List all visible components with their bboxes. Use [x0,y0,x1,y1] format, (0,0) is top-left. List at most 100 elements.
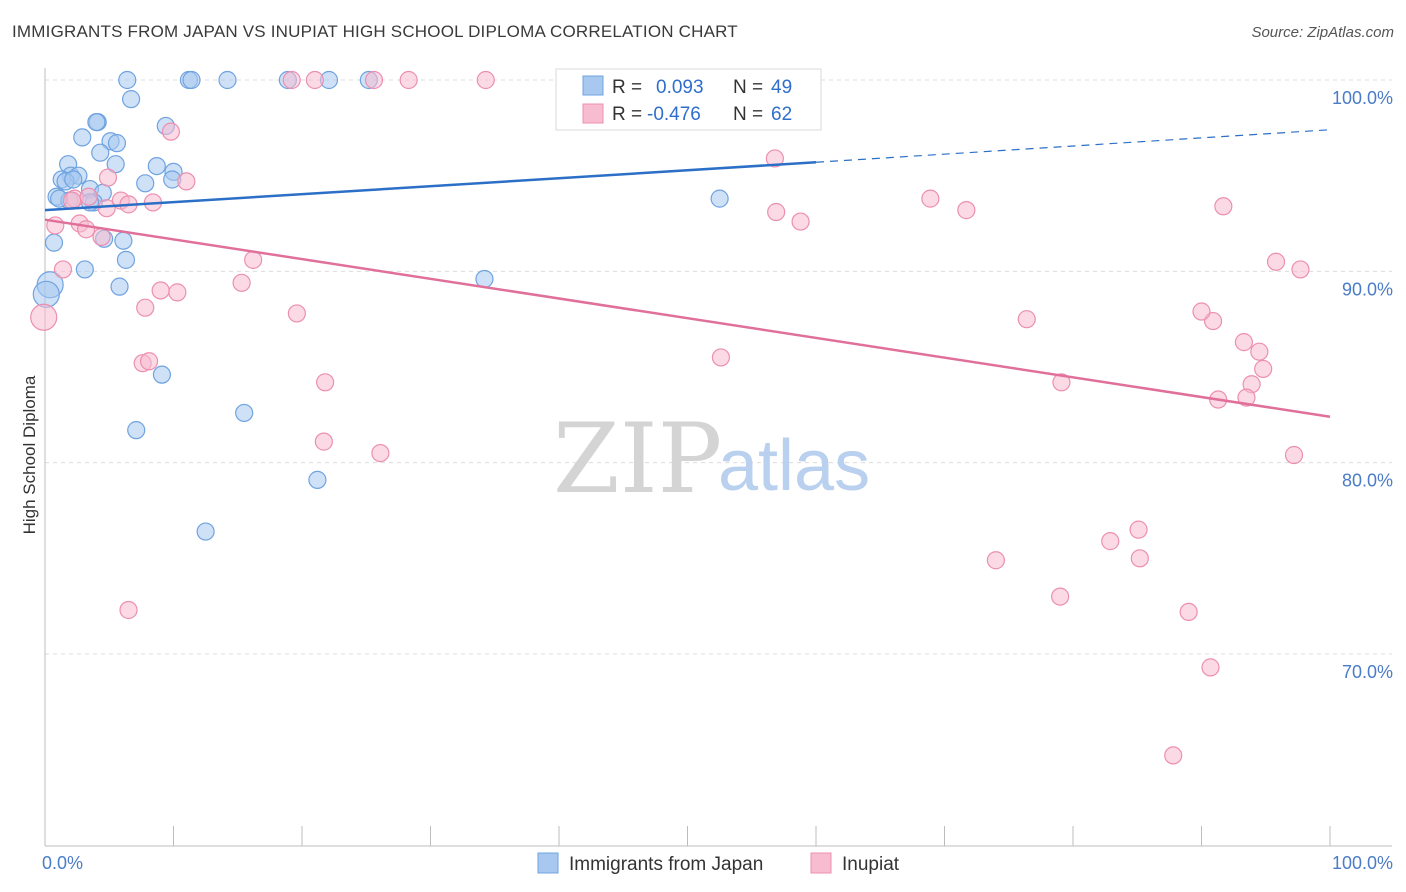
inupiat-point-28 [151,281,170,300]
japan-point-0 [118,70,137,90]
inupiat-point-29 [168,283,187,302]
japan-point-43 [152,365,172,384]
japan-point-32 [710,189,729,208]
bottom-legend-swatch-inupiat [810,852,832,874]
inupiat-point-49 [1129,520,1148,539]
inupiat-point-48 [1284,445,1304,465]
legend: R = 0.093 N = 49 R = -0.476 N = 62 [555,68,822,131]
series-inupiat [30,70,1310,765]
inupiat-point-1 [305,70,324,90]
bottom-legend-swatch-japan [537,852,559,874]
japan-point-24 [64,170,83,189]
japan-point-44 [235,403,254,423]
inupiat-point-18 [1214,197,1233,216]
japan-point-25 [136,174,155,193]
japan-point-15 [91,143,110,162]
x-tick-labels: 0.0% 100.0% [42,853,1393,873]
x-tick-label-1: 100.0% [1332,853,1393,873]
inupiat-point-50 [1101,532,1120,551]
inupiat-point-25 [1266,252,1286,271]
inupiat-point-3 [399,70,418,90]
inupiat-point-58 [30,303,58,331]
inupiat-point-2 [364,70,384,90]
inupiat-point-22 [92,227,111,246]
japan-point-41 [110,277,129,296]
inupiat-point-31 [287,304,306,323]
inupiat-point-4 [476,70,495,90]
inupiat-point-39 [139,352,159,371]
inupiat-point-51 [1130,549,1149,568]
legend-n-label-2: N = [733,104,763,125]
legend-n-value-1: 49 [771,77,792,98]
inupiat-point-57 [1164,746,1183,765]
y-tick-label-1: 90.0% [1342,279,1393,299]
y-tick-labels: 100.0% 90.0% 80.0% 70.0% [1332,88,1393,682]
inupiat-point-53 [1051,587,1070,606]
japan-point-3 [218,70,237,90]
axes [44,68,1392,847]
inupiat-point-6 [161,122,181,141]
inupiat-point-46 [314,432,333,451]
japan-point-38 [75,260,94,279]
inupiat-point-37 [711,348,731,367]
legend-r-label-1: R = [612,77,642,98]
japan-point-12 [73,128,92,147]
japan-point-40 [32,280,60,308]
inupiat-point-60 [79,187,98,206]
legend-swatch-inupiat [582,103,604,124]
y-tick-label-3: 70.0% [1342,662,1393,682]
japan-point-46 [308,470,327,489]
bottom-legend-label-japan: Immigrants from Japan [569,854,763,875]
japan-point-34 [44,233,64,252]
inupiat-point-55 [119,600,138,620]
legend-n-value-2: 62 [771,104,792,125]
inupiat-point-17 [791,212,810,231]
series-immigrants-from-japan [32,70,729,541]
japan-point-37 [116,250,136,269]
inupiat-point-52 [986,551,1006,570]
inupiat-point-56 [1201,658,1220,677]
inupiat-point-14 [921,189,940,208]
inupiat-point-41 [316,373,335,392]
japan-point-45 [127,421,146,440]
japan-point-18 [147,157,166,176]
trend-lines [44,129,1331,418]
inupiat-point-36 [1250,342,1269,361]
inupiat-point-40 [1254,359,1273,379]
inupiat-point-45 [1237,388,1256,407]
japan-point-8 [121,90,141,109]
watermark: ZIP atlas [553,403,870,515]
legend-r-value-1: 0.093 [656,77,704,98]
japan-point-47 [196,522,215,541]
bottom-legend-label-inupiat: Inupiat [842,854,900,875]
inupiat-point-21 [77,220,96,239]
inupiat-point-7 [765,149,784,168]
japan-point-14 [107,134,127,153]
inupiat-point-8 [98,168,118,187]
chart-source: Source: ZipAtlas.com [1251,24,1394,41]
japan-point-36 [114,231,133,250]
inupiat-point-12 [97,199,116,218]
trend-line-inupiat [44,218,1331,418]
inupiat-point-0 [282,70,301,90]
trend-line-japan-extension [815,129,1331,163]
bottom-legend: Immigrants from Japan Inupiat [537,852,900,875]
japan-point-2 [182,70,201,90]
japan-point-10 [87,112,106,132]
inupiat-point-9 [177,172,196,191]
watermark-zip: ZIP [553,403,722,515]
inupiat-point-59 [62,191,82,210]
inupiat-point-24 [53,260,73,279]
inupiat-point-23 [244,250,263,269]
y-tick-label-0: 100.0% [1332,88,1393,108]
chart-title: IMMIGRANTS FROM JAPAN VS INUPIAT HIGH SC… [12,22,738,41]
x-tick-label-0: 0.0% [42,853,83,873]
grid [45,79,1392,655]
inupiat-point-42 [1052,373,1071,392]
inupiat-point-16 [767,202,786,222]
legend-r-value-2: -0.476 [647,104,701,125]
trend-line-japan [44,161,817,212]
y-tick-label-2: 80.0% [1342,471,1393,491]
legend-swatch-japan [582,75,604,96]
